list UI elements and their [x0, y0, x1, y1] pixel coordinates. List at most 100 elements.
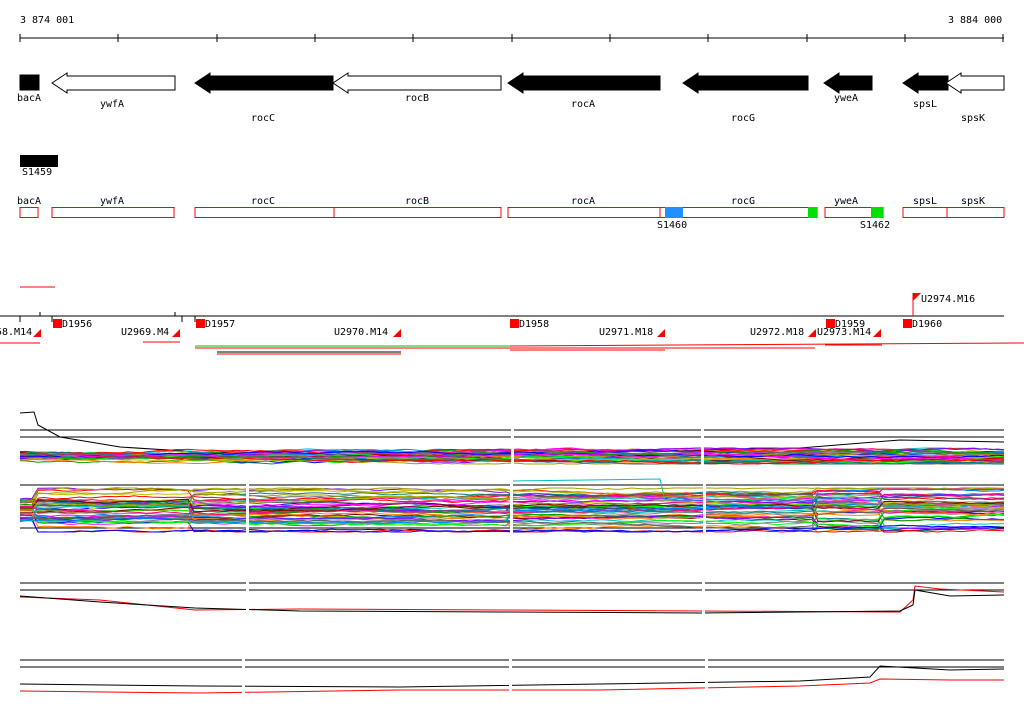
- segment-gap: [705, 657, 708, 698]
- gene-label: spsL: [913, 99, 937, 110]
- gene-arrow-yweA[interactable]: [823, 72, 873, 94]
- segment-gap: [242, 657, 245, 698]
- region-box-label: spsL: [913, 196, 937, 207]
- expression-profile-line: [19, 589, 1005, 614]
- segment-bar[interactable]: S1459: [20, 155, 58, 178]
- segment-marker-s1460[interactable]: [665, 207, 683, 218]
- segment-bar-label: S1459: [22, 167, 52, 178]
- region-box-label: rocB: [405, 196, 429, 207]
- terminator-label: 58.M14: [0, 327, 32, 338]
- region-box[interactable]: [333, 207, 502, 218]
- gene-label: ywfA: [100, 99, 124, 110]
- promoter-marker[interactable]: [196, 319, 205, 328]
- segment-gap: [246, 580, 249, 620]
- segment-marker-label: S1462: [860, 220, 890, 231]
- coordinate-ruler: 3 874 001 3 884 000: [19, 15, 1004, 42]
- region-box[interactable]: [51, 207, 175, 218]
- terminator-label: U2971.M18: [599, 327, 653, 338]
- segment-gap: [510, 480, 513, 535]
- expression-profile-line: [19, 678, 1004, 694]
- gene-labels: bacA ywfA rocC rocB rocA rocG yweA spsL …: [17, 93, 985, 124]
- region-box-track: [19, 207, 1005, 218]
- expression-panel-4: [19, 657, 1005, 698]
- gene-label: rocG: [731, 113, 755, 124]
- promoter-label: D1960: [912, 319, 942, 330]
- expression-profile-line: [19, 585, 1005, 613]
- terminator-label: U2974.M16: [921, 294, 975, 305]
- promoter-marker[interactable]: [53, 319, 62, 328]
- terminator-marker[interactable]: [33, 329, 41, 337]
- gene-arrow-rocA[interactable]: [507, 72, 661, 94]
- promoter-label: D1959: [835, 319, 865, 330]
- segment-gap: [703, 480, 706, 535]
- terminator-label: U2973.M14: [817, 327, 871, 338]
- feature-axis: [0, 312, 1004, 322]
- expression-profile-line: [509, 478, 815, 501]
- segment-gap: [246, 480, 249, 535]
- ruler-end-label: 3 884 000: [948, 15, 1002, 26]
- gene-label: rocC: [251, 113, 275, 124]
- terminator-marker[interactable]: [657, 329, 665, 337]
- region-box[interactable]: [659, 207, 818, 218]
- gene-arrow-rocG[interactable]: [682, 72, 809, 94]
- gene-label: bacA: [17, 93, 41, 104]
- terminator-label: U2972.M18: [750, 327, 804, 338]
- gene-arrow-bacA[interactable]: [19, 74, 40, 91]
- segment-marker-small[interactable]: [808, 207, 817, 218]
- region-box[interactable]: [507, 207, 661, 218]
- gene-arrow-ywfA[interactable]: [51, 72, 176, 94]
- region-box-label: spsK: [961, 196, 985, 207]
- transcript-lines: [0, 341, 1024, 355]
- gene-arrow-rocC[interactable]: [194, 72, 334, 94]
- gene-arrow-spsL[interactable]: [902, 72, 949, 94]
- gene-track: [19, 72, 1005, 94]
- gene-label: rocA: [571, 99, 595, 110]
- ruler-ticks: [19, 34, 1004, 42]
- promoter-marker[interactable]: [903, 319, 912, 328]
- segment-gap: [701, 425, 704, 470]
- promoter-marker[interactable]: [826, 319, 835, 328]
- segment-gap: [509, 657, 512, 698]
- terminators: [33, 293, 921, 337]
- terminator-marker[interactable]: [873, 329, 881, 337]
- region-box-label: rocA: [571, 196, 595, 207]
- gene-arrow-spsK[interactable]: [945, 72, 1005, 94]
- terminator-marker[interactable]: [393, 329, 401, 337]
- region-box-label: yweA: [834, 196, 858, 207]
- region-box-labels: bacA ywfA rocC rocB rocA rocG yweA spsL …: [17, 196, 985, 207]
- region-box-label: ywfA: [100, 196, 124, 207]
- region-box[interactable]: [902, 207, 948, 218]
- gene-label: yweA: [834, 93, 858, 104]
- terminator-label: U2969.M4: [121, 327, 169, 338]
- gene-label: spsK: [961, 113, 985, 124]
- terminator-label: U2970.M14: [334, 327, 388, 338]
- region-box[interactable]: [19, 207, 39, 218]
- expression-profile-line: [19, 665, 1005, 688]
- ruler-start-label: 3 874 001: [20, 15, 74, 26]
- segment-gap: [702, 580, 705, 620]
- promoter-label: D1957: [205, 319, 235, 330]
- promoter-marker[interactable]: [510, 319, 519, 328]
- terminator-marker[interactable]: [808, 329, 816, 337]
- region-box[interactable]: [194, 207, 335, 218]
- segment-markers: S1460 S1462: [657, 207, 890, 231]
- expression-panel-3: [19, 580, 1005, 620]
- segment-marker-s1462[interactable]: [871, 207, 883, 218]
- gene-label: rocB: [405, 93, 429, 104]
- terminator-labels: 58.M14 U2969.M4 U2970.M14 U2971.M18 U297…: [0, 294, 975, 338]
- promoter-label: D1956: [62, 319, 92, 330]
- promoter-label: D1958: [519, 319, 549, 330]
- terminator-marker[interactable]: [172, 329, 180, 337]
- promoters: D1956 D1957 D1958 D1959 D1960: [53, 319, 942, 330]
- region-box-label: rocG: [731, 196, 755, 207]
- expression-panel-2: [19, 478, 1005, 535]
- region-box[interactable]: [946, 207, 1005, 218]
- region-box-label: bacA: [17, 196, 41, 207]
- terminator-marker[interactable]: [913, 293, 921, 301]
- segment-gap: [511, 425, 514, 470]
- region-box-label: rocC: [251, 196, 275, 207]
- segment-marker-label: S1460: [657, 220, 687, 231]
- gene-arrow-rocB[interactable]: [332, 72, 502, 94]
- expression-panel-1: [19, 411, 1005, 470]
